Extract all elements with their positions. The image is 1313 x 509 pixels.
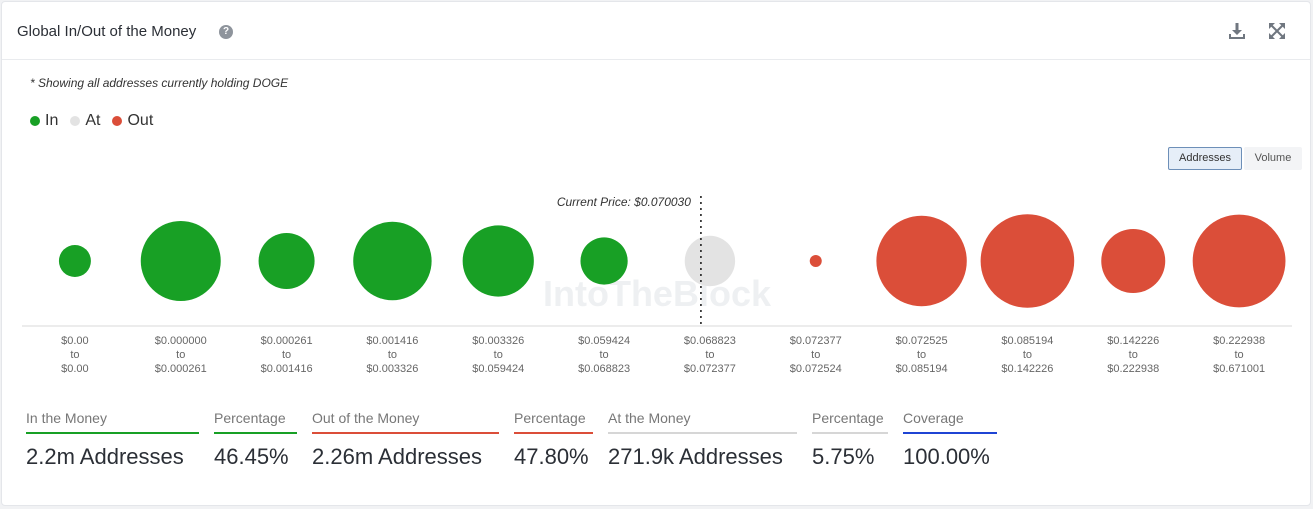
legend-label-at: At (85, 112, 101, 129)
tick-label: $0.085194 (896, 363, 948, 375)
watermark-text: IntoTheBlock (543, 273, 772, 314)
tick-label: $0.003326 (472, 335, 524, 347)
stat-in-the-money: In the Money 2.2m Addresses (26, 410, 199, 470)
tick-label: $0.072377 (684, 363, 736, 375)
legend-dot-at (70, 116, 81, 126)
tick-label: $0.00 (61, 363, 89, 375)
bubble-chart: IntoTheBlock Current Price: $0.070030 $0.0… (22, 195, 1292, 375)
bubble-in[interactable] (58, 245, 91, 277)
stats-row: In the Money 2.2m Addresses Percentage 4… (26, 410, 1012, 470)
tick-label: to (1023, 349, 1032, 361)
tick-label: $0.068823 (578, 363, 630, 375)
stat-label: Percentage (514, 410, 593, 434)
tick-label: $0.001416 (366, 335, 418, 347)
bubble-out[interactable] (809, 255, 822, 267)
tick-label: to (176, 349, 185, 361)
bubble-in[interactable] (140, 221, 221, 301)
tick-label: $0.001416 (261, 363, 313, 375)
addresses-toggle[interactable]: Addresses (1168, 147, 1242, 170)
card-title: Global In/Out of the Money (17, 23, 197, 40)
stat-at-percentage: Percentage 5.75% (812, 410, 888, 470)
bubble-out[interactable] (876, 215, 967, 307)
tick-label: $0.072525 (896, 335, 948, 347)
legend-label-out: Out (127, 112, 154, 129)
bubble-in[interactable] (462, 225, 534, 297)
stat-coverage: Coverage 100.00% (903, 410, 997, 470)
tick-label: $0.671001 (1213, 363, 1265, 375)
chart-legend: In At Out (30, 112, 165, 130)
stat-at-the-money: At the Money 271.9k Addresses (608, 410, 797, 470)
legend-label-in: In (45, 112, 59, 129)
tick-label: to (70, 349, 79, 361)
stat-out-of-the-money: Out of the Money 2.26m Addresses (312, 410, 499, 470)
tick-label: $0.222938 (1107, 363, 1159, 375)
stat-value: 2.26m Addresses (312, 444, 482, 469)
stat-label: In the Money (26, 410, 199, 434)
tick-label: to (599, 349, 608, 361)
volume-toggle[interactable]: Volume (1244, 147, 1302, 170)
tick-label: $0.222938 (1213, 335, 1265, 347)
tick-label: $0.059424 (472, 363, 524, 375)
tick-label: $0.000261 (261, 335, 313, 347)
bubble-in[interactable] (353, 221, 432, 301)
download-icon[interactable] (1228, 22, 1246, 40)
stat-label: Out of the Money (312, 410, 499, 434)
legend-dot-in (30, 116, 40, 126)
tick-label: $0.059424 (578, 335, 630, 347)
bubble-out[interactable] (980, 214, 1075, 308)
tick-label: to (1129, 349, 1138, 361)
tick-label: $0.068823 (684, 335, 736, 347)
tick-label: to (811, 349, 820, 361)
bubble-out[interactable] (1101, 229, 1166, 293)
current-price-label: Current Price: $0.070030 (557, 195, 691, 209)
legend-dot-out (112, 116, 123, 126)
legend-item-out[interactable]: Out (112, 112, 153, 130)
tick-label: $0.142226 (1001, 363, 1053, 375)
stat-value: 5.75% (812, 444, 875, 469)
stat-value: 47.80% (514, 444, 589, 469)
bubble-out[interactable] (1192, 214, 1286, 308)
tick-label: to (494, 349, 503, 361)
tick-label: $0.000261 (155, 363, 207, 375)
bubble-at[interactable] (684, 235, 736, 287)
tick-label: $0.000000 (155, 335, 207, 347)
stat-value: 46.45% (214, 444, 289, 469)
stat-label: Coverage (903, 410, 997, 434)
card-header: Global In/Out of the Money ? (2, 2, 1310, 60)
stat-label: At the Money (608, 410, 797, 434)
stat-value: 2.2m Addresses (26, 444, 184, 469)
tick-label: to (1234, 349, 1243, 361)
expand-icon[interactable] (1268, 22, 1286, 40)
holding-note: * Showing all addresses currently holdin… (30, 76, 289, 90)
bubble-in[interactable] (258, 233, 315, 289)
tick-label: to (282, 349, 291, 361)
stat-value: 271.9k Addresses (608, 444, 783, 469)
bubble-in[interactable] (580, 237, 628, 285)
tick-label: to (917, 349, 926, 361)
tick-label: $0.072377 (790, 335, 842, 347)
tick-label: to (705, 349, 714, 361)
stat-label: Percentage (214, 410, 297, 434)
legend-item-in[interactable]: In (30, 112, 58, 130)
tick-label: $0.00 (61, 335, 89, 347)
stat-label: Percentage (812, 410, 888, 434)
legend-item-at[interactable]: At (70, 112, 100, 130)
tick-label: $0.085194 (1001, 335, 1053, 347)
tick-label: $0.142226 (1107, 335, 1159, 347)
stat-out-percentage: Percentage 47.80% (514, 410, 593, 470)
tick-label: $0.003326 (366, 363, 418, 375)
stat-in-percentage: Percentage 46.45% (214, 410, 297, 470)
tick-label: to (388, 349, 397, 361)
question-circle-icon[interactable]: ? (219, 25, 233, 39)
tick-label: $0.072524 (790, 363, 842, 375)
stat-value: 100.00% (903, 444, 990, 469)
